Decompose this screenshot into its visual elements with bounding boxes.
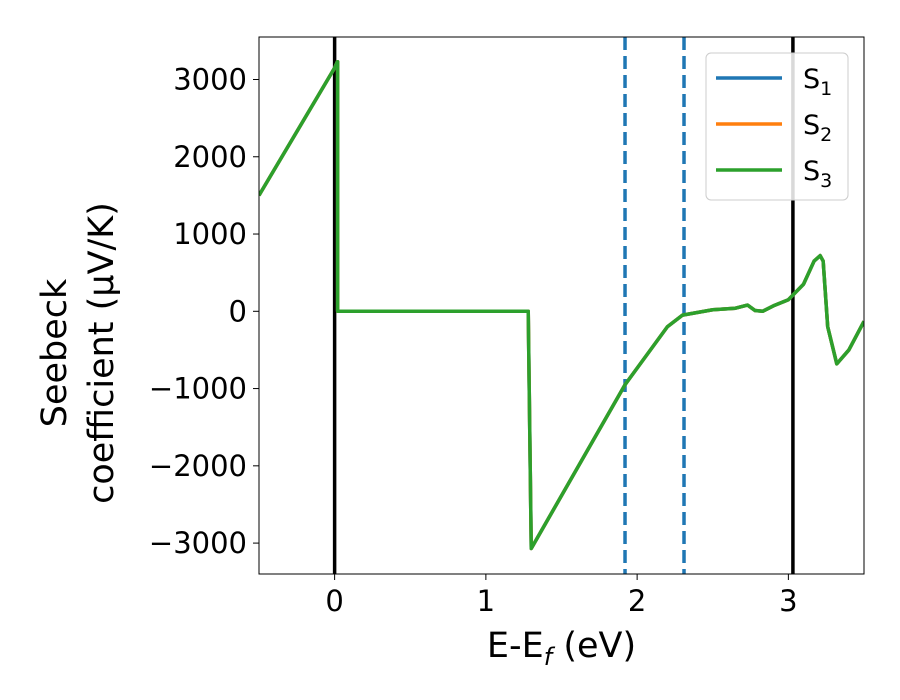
x-axis-label: E-Ef (eV) bbox=[487, 626, 636, 671]
y-axis-label: Seebeck coefficient (μV/K) bbox=[35, 202, 122, 504]
y-tick-label: −1000 bbox=[149, 372, 247, 406]
y-tick-label: −2000 bbox=[149, 449, 247, 483]
y-tick-label: 3000 bbox=[173, 62, 247, 96]
data-series bbox=[259, 59, 864, 551]
x-axis-label-main: E-E bbox=[487, 626, 544, 666]
legend-label-s3: S3 bbox=[803, 156, 832, 192]
series-line-s3 bbox=[259, 59, 864, 551]
y-axis-label-line1: Seebeck bbox=[35, 278, 75, 427]
x-tick-label: 0 bbox=[325, 584, 343, 618]
x-tick-label: 2 bbox=[628, 584, 646, 618]
y-tick-label: −3000 bbox=[149, 526, 247, 560]
y-axis-label-line2: coefficient (μV/K) bbox=[82, 202, 122, 504]
x-axis-label-unit: (eV) bbox=[552, 626, 636, 666]
y-tick-label: 2000 bbox=[173, 140, 247, 174]
plot-frame bbox=[258, 36, 865, 575]
legend-box bbox=[705, 52, 849, 201]
x-tick-label: 3 bbox=[779, 584, 797, 618]
x-axis-ticks: 0 1 2 3 bbox=[325, 574, 798, 618]
y-tick-label: 1000 bbox=[173, 217, 247, 251]
x-tick-label: 1 bbox=[477, 584, 495, 618]
legend-label-s2: S2 bbox=[803, 110, 832, 146]
y-axis-ticks: 3000 2000 1000 0 −1000 −2000 −3000 bbox=[149, 62, 259, 560]
legend: S1 S2 S3 bbox=[705, 52, 849, 201]
y-tick-label: 0 bbox=[229, 294, 247, 328]
legend-label-s1: S1 bbox=[803, 64, 832, 100]
